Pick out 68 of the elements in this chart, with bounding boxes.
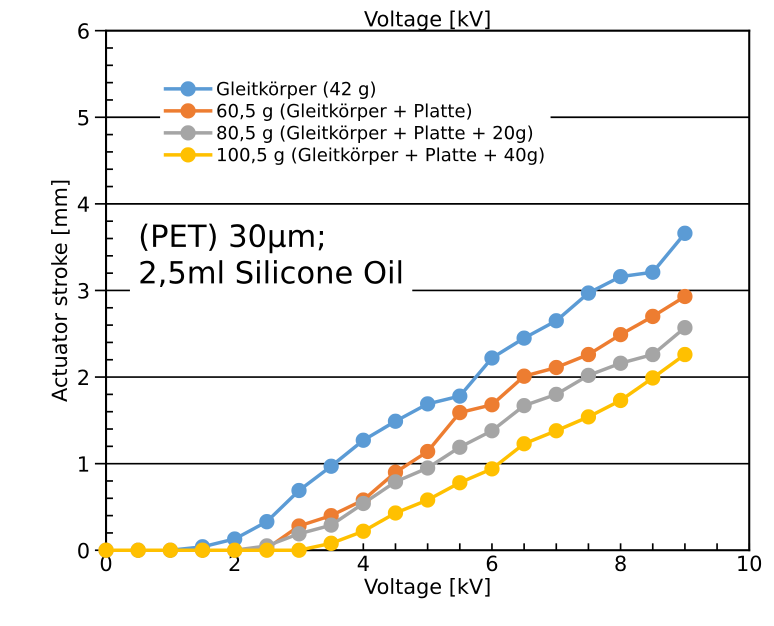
x-axis-title: Voltage [kV] (364, 578, 490, 598)
point (484, 461, 500, 476)
point (484, 423, 500, 438)
point (548, 313, 564, 328)
point (388, 505, 404, 521)
point (580, 368, 596, 383)
legend-label: 80,5 g (Gleitkörper + Platte + 20g) (217, 125, 532, 143)
point (516, 436, 532, 452)
point (291, 542, 307, 558)
point (420, 492, 436, 508)
point (324, 458, 339, 474)
point (645, 370, 660, 386)
point (324, 518, 339, 533)
point (484, 397, 500, 412)
point (291, 482, 307, 498)
y-tick-label: 0 (78, 542, 89, 558)
point (612, 326, 628, 342)
y-tick-label: 2 (78, 370, 88, 385)
point (580, 346, 596, 362)
point (388, 414, 404, 429)
point (677, 288, 693, 304)
x-tick-label: 8 (615, 555, 626, 572)
y-axis-title: Actuator stroke [mm] (51, 180, 70, 402)
y-tick-label: 4 (78, 196, 89, 212)
annotation: (PET) 30µm; 2,5ml Silicone Oil (140, 224, 402, 287)
x-tick-label: 6 (486, 555, 498, 572)
point (452, 475, 468, 490)
point (452, 388, 468, 404)
point (677, 346, 693, 362)
point (388, 474, 404, 490)
point (420, 460, 436, 476)
point (356, 524, 371, 539)
point (548, 423, 564, 438)
point (452, 440, 468, 455)
point (420, 396, 436, 412)
point (291, 526, 307, 542)
point (612, 268, 628, 284)
point (356, 432, 371, 448)
y-tick-label: 1 (79, 456, 88, 472)
point (548, 360, 564, 376)
point (484, 350, 500, 366)
point (645, 308, 660, 324)
x-tick-label: 10 (738, 555, 762, 572)
point (580, 409, 596, 425)
point (645, 264, 660, 280)
y-tick-label: 5 (78, 110, 88, 126)
point (356, 496, 371, 512)
point (677, 320, 693, 336)
y-tick-label: 3 (78, 282, 88, 299)
point (612, 392, 628, 408)
x-tick-label: 4 (358, 556, 369, 571)
legend-label: Gleitkörper (42 g) (217, 81, 375, 99)
point (516, 330, 532, 346)
legend-label: 100,5 g (Gleitkörper + Platte + 40g) (218, 147, 544, 165)
y-tick-label: 6 (78, 23, 89, 39)
point (677, 226, 693, 241)
point (324, 536, 339, 551)
point (516, 368, 532, 384)
chart-title: Voltage [kV] (364, 10, 490, 31)
point (548, 386, 564, 402)
point (420, 444, 436, 460)
point (612, 356, 628, 371)
point (580, 285, 596, 301)
point (452, 404, 468, 420)
point (645, 346, 660, 362)
point (259, 514, 274, 530)
legend-label: 60,5 g (Gleitkörper + Platte) (217, 103, 472, 121)
point (516, 398, 532, 414)
